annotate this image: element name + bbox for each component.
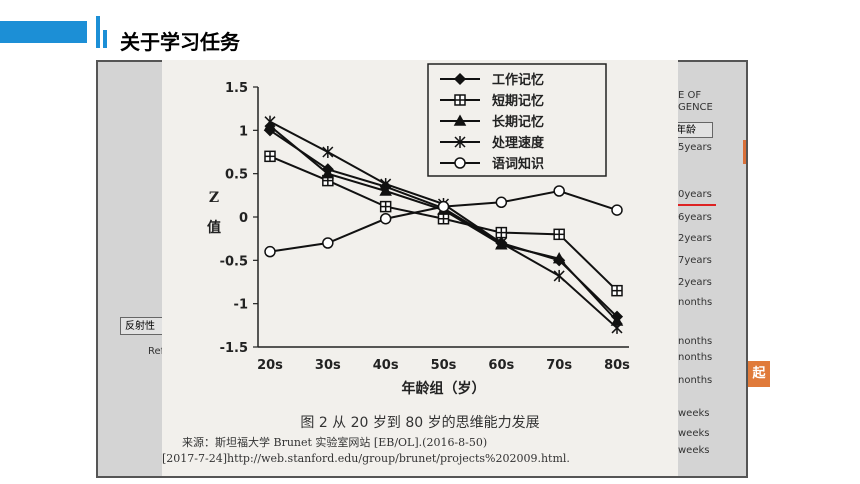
point-marker [611, 204, 623, 216]
point-marker [322, 237, 334, 249]
x-tick-label: 70s [546, 358, 572, 373]
bg-right-label: nonths [678, 352, 713, 363]
legend-label: 长期记忆 [492, 114, 544, 130]
figure-source-line1: 来源：斯坦福大学 Brunet 实验室网站 [EB/OL].(2016-8-50… [182, 436, 488, 449]
bg-right-label: 5years [678, 142, 712, 153]
y-axis-label-part2: 值 [207, 219, 221, 236]
bg-right-label: nonths [678, 336, 713, 347]
bg-right-label: 7years [678, 255, 712, 266]
point-marker [495, 196, 508, 209]
x-axis-label: 年龄组（岁） [402, 380, 486, 397]
point-marker [379, 212, 392, 225]
point-marker [264, 245, 276, 258]
point-marker [454, 157, 466, 169]
bg-text-ref: Ref [148, 346, 165, 357]
bg-right-label: nonths [678, 297, 713, 308]
point-marker [552, 252, 566, 264]
bg-age-box: 年龄 [673, 122, 713, 138]
bg-text-e-of: E OF [678, 90, 702, 101]
y-tick-label: 0.5 [225, 168, 248, 183]
bg-right-label: weeks [678, 445, 710, 456]
point-marker [321, 167, 335, 179]
y-tick-label: 0 [239, 211, 248, 226]
point-marker [379, 184, 392, 196]
bg-text-gence: GENCE [678, 102, 713, 113]
x-tick-label: 60s [488, 358, 514, 373]
bg-right-label: 2years [678, 277, 712, 288]
y-tick-label: -1 [234, 298, 248, 313]
bg-orange-tab [743, 140, 746, 164]
y-tick-label: 1 [239, 124, 248, 139]
x-tick-label: 20s [257, 358, 283, 373]
bg-red-underline [676, 204, 716, 206]
y-tick-label: -1.5 [220, 341, 248, 356]
x-tick-label: 50s [431, 358, 457, 373]
legend-label: 处理速度 [491, 135, 545, 151]
title-marker-bar [96, 16, 100, 48]
bg-right-label: nonths [678, 375, 713, 386]
figure-photo: 1.5 1 0.5 0 -0.5 -1 -1.5 20s 30s 40s 50s 60s 70s 80s 年… [162, 60, 678, 476]
point-marker [437, 200, 450, 213]
point-marker [453, 72, 467, 86]
point-marker [553, 185, 565, 197]
x-tick-label: 40s [373, 358, 399, 373]
legend-label: 工作记忆 [492, 72, 544, 88]
title-marker-bar-short [103, 30, 107, 48]
orange-badge[interactable]: 起 [748, 361, 770, 387]
legend-label: 语词知识 [492, 156, 544, 172]
y-axis-label-part1: Z [209, 190, 219, 206]
y-tick-label: -0.5 [220, 254, 248, 269]
y-tick-label: 1.5 [225, 81, 248, 96]
bg-right-label: 2years [678, 233, 712, 244]
legend-label: 短期记忆 [492, 93, 544, 109]
figure-source-line2: [2017-7-24]http://web.stanford.edu/group… [162, 452, 570, 465]
bg-right-label: weeks [678, 428, 710, 439]
bg-right-label: 0years [678, 189, 712, 200]
title-accent-bar [0, 21, 87, 43]
page-title: 关于学习任务 [120, 30, 240, 54]
bg-right-label: 6years [678, 212, 712, 223]
bg-right-label: weeks [678, 408, 710, 419]
x-tick-label: 30s [315, 358, 341, 373]
figure-caption: 图 2 从 20 岁到 80 岁的思维能力发展 [300, 415, 540, 431]
point-marker [453, 114, 467, 126]
x-tick-label: 80s [604, 358, 630, 373]
line-chart: 1.5 1 0.5 0 -0.5 -1 -1.5 20s 30s 40s 50s 60s 70s 80s 年… [207, 63, 630, 397]
